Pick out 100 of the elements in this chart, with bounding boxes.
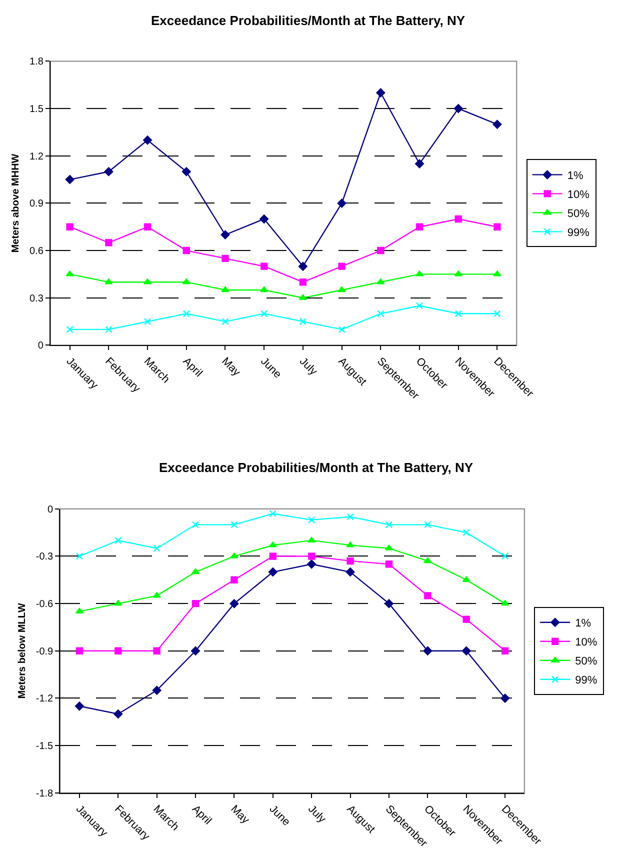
y-tick-label: 0.9 (30, 198, 44, 210)
point (500, 694, 510, 703)
point (220, 230, 230, 240)
y-tick-label: -0.3 (36, 552, 54, 563)
x-tick-label: July (306, 803, 328, 826)
point (299, 278, 307, 286)
point (338, 326, 346, 334)
point (191, 568, 200, 574)
point (377, 310, 384, 318)
y-tick-label: -0.9 (36, 646, 54, 658)
x-tick-label: April (180, 355, 204, 380)
point (230, 599, 239, 608)
point (260, 214, 269, 224)
point (346, 542, 354, 548)
point (462, 528, 470, 536)
point (376, 88, 386, 98)
point (454, 215, 462, 223)
point (143, 278, 152, 284)
legend-label: 1% (567, 170, 584, 182)
point (191, 646, 200, 656)
point (75, 608, 84, 614)
point (424, 557, 432, 564)
point (346, 568, 355, 577)
point (144, 318, 152, 326)
y-tick-label: 0.6 (30, 246, 44, 258)
point (338, 262, 346, 270)
y-tick-label: -1.2 (36, 694, 54, 705)
point (494, 310, 501, 318)
point (230, 552, 238, 558)
point (454, 104, 463, 114)
point (105, 326, 112, 334)
y-tick-label: 1.8 (30, 56, 44, 68)
point (424, 521, 432, 528)
point (269, 552, 276, 560)
y-tick-label: 0 (38, 340, 44, 352)
point (182, 278, 190, 284)
point (454, 270, 462, 276)
point (65, 175, 74, 184)
point (454, 310, 462, 318)
point (153, 647, 160, 654)
point (416, 302, 424, 310)
point (424, 592, 432, 600)
y-axis-title: Meters above MHHW (10, 153, 22, 253)
y-tick-label: 1.2 (30, 151, 44, 162)
y-tick-label: -1.8 (36, 788, 54, 800)
y-tick-label: -1.5 (36, 741, 54, 752)
point (114, 600, 122, 606)
point (260, 286, 268, 292)
legend-label: 50% (575, 656, 598, 668)
point (493, 270, 502, 276)
point (104, 278, 113, 284)
chart-title: Exceedance Probabilities/Month at The Battery, NY (159, 460, 474, 475)
point (298, 262, 308, 271)
point (222, 318, 229, 326)
point (500, 600, 510, 606)
point (337, 198, 346, 208)
point (385, 560, 393, 568)
point (416, 223, 424, 230)
legend-label: 99% (567, 226, 590, 239)
point (114, 647, 122, 654)
point (105, 239, 112, 246)
point (415, 159, 424, 168)
point (492, 120, 502, 129)
point (66, 223, 74, 230)
point (268, 542, 277, 548)
point (268, 568, 278, 577)
point (338, 286, 346, 292)
point (76, 552, 84, 560)
point (494, 223, 501, 230)
y-axis-title: Meters below MLLW (16, 602, 28, 699)
point (384, 599, 394, 608)
point (192, 600, 200, 608)
point (308, 552, 316, 560)
point (346, 557, 354, 565)
point (143, 136, 152, 145)
legend-label: 1% (575, 618, 592, 630)
point (104, 167, 114, 176)
legend-label: 10% (575, 636, 598, 649)
point (222, 254, 229, 262)
legend-label: 10% (567, 188, 590, 201)
point (260, 262, 268, 270)
point (501, 552, 509, 560)
chart-title: Exceedance Probabilities/Month at The Battery, NY (151, 13, 466, 28)
point (221, 286, 230, 292)
point (192, 521, 200, 528)
point (182, 246, 190, 254)
point (144, 223, 152, 230)
point (152, 686, 162, 695)
point (377, 246, 384, 254)
point (230, 521, 238, 528)
point (385, 521, 393, 528)
point (269, 510, 276, 518)
point (74, 702, 84, 711)
x-tick-label: April (190, 803, 214, 828)
point (308, 536, 316, 543)
x-tick-label: May (228, 803, 252, 827)
point (114, 710, 123, 719)
legend-label: 99% (575, 674, 598, 687)
point (152, 592, 161, 598)
point (462, 616, 470, 623)
